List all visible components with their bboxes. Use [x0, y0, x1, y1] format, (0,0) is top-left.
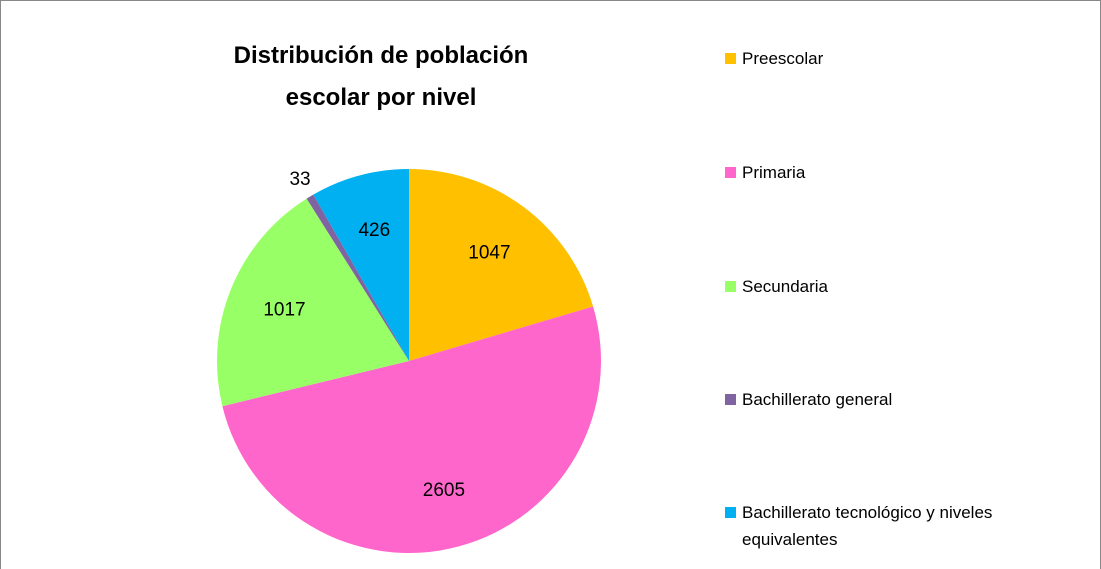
- legend-item: Primaria: [725, 159, 1085, 186]
- legend-swatch: [725, 394, 736, 405]
- pie-slice: [306, 194, 409, 361]
- chart-title: Distribución de población escolar por ni…: [233, 42, 529, 111]
- pie-slice: [409, 169, 594, 361]
- pie-slice: [313, 169, 409, 361]
- legend-swatch: [725, 53, 736, 64]
- legend-swatch: [725, 507, 736, 518]
- legend-label: Bachillerato tecnológico y niveles equiv…: [742, 503, 993, 549]
- legend-item: Preescolar: [725, 45, 1085, 72]
- legend-label: Secundaria: [742, 277, 829, 296]
- pie-slice: [216, 198, 409, 407]
- data-label: 33: [289, 169, 310, 190]
- data-label: 1017: [263, 299, 305, 320]
- legend-label: Primaria: [742, 163, 806, 182]
- pie-slice: [222, 306, 601, 553]
- legend-swatch: [725, 281, 736, 292]
- legend-label: Bachillerato general: [742, 390, 893, 409]
- data-label: 2605: [423, 480, 465, 501]
- legend-label: Preescolar: [742, 49, 824, 68]
- legend-item: Bachillerato general: [725, 386, 1085, 413]
- data-label: 1047: [468, 242, 510, 263]
- legend-swatch: [725, 167, 736, 178]
- data-label: 426: [358, 220, 390, 241]
- legend-item: Bachillerato tecnológico y niveles equiv…: [725, 499, 1085, 553]
- legend-item: Secundaria: [725, 273, 1085, 300]
